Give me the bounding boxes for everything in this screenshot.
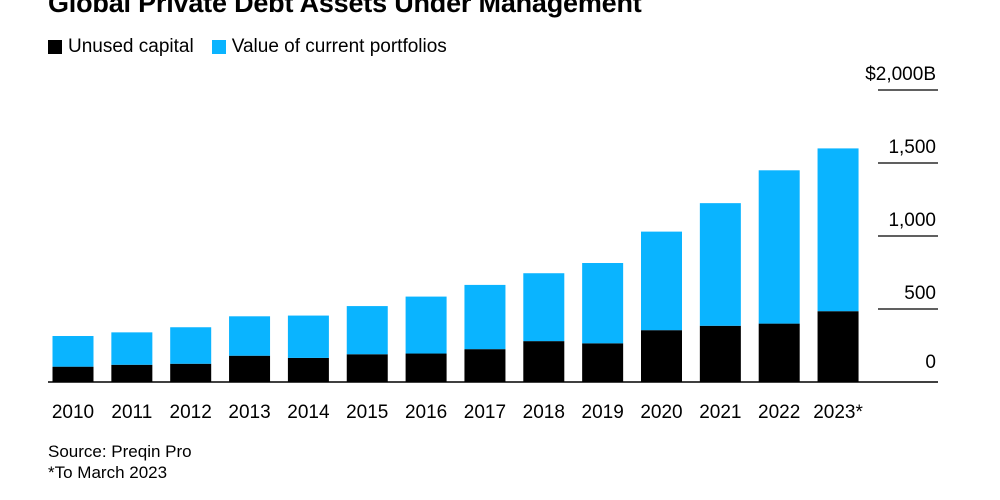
bar-unused-capital xyxy=(641,330,682,382)
bar-current-portfolios xyxy=(582,263,624,344)
x-tick-label: 2019 xyxy=(582,402,624,423)
bar-unused-capital xyxy=(817,311,859,382)
bar-current-portfolios xyxy=(641,231,682,331)
x-tick-label: 2012 xyxy=(170,402,212,423)
x-tick-label: 2016 xyxy=(405,402,447,423)
legend-item-current-portfolios: Value of current portfolios xyxy=(211,36,447,58)
bar-current-portfolios xyxy=(523,273,565,342)
x-tick-label: 2010 xyxy=(52,402,94,423)
bar-unused-capital xyxy=(699,325,741,382)
x-tick-label: 2011 xyxy=(111,402,152,423)
bar-current-portfolios xyxy=(346,306,388,355)
bar-current-portfolios xyxy=(229,316,271,356)
x-tick-label: 2020 xyxy=(640,402,682,423)
bar-unused-capital xyxy=(464,349,506,382)
bar-current-portfolios xyxy=(287,315,329,358)
bar-unused-capital xyxy=(582,343,624,382)
bar-unused-capital xyxy=(405,353,447,382)
chart-legend: Unused capital Value of current portfoli… xyxy=(48,36,465,58)
bar-unused-capital xyxy=(346,354,388,382)
x-tick-label: 2013 xyxy=(228,402,270,423)
x-tick-label: 2022 xyxy=(758,402,800,423)
x-tick-label: 2021 xyxy=(699,402,741,423)
bar-current-portfolios xyxy=(699,203,741,326)
bar-current-portfolios xyxy=(52,336,94,367)
x-tick-label: 2018 xyxy=(523,402,565,423)
stacked-bar-chart: 0 500 1,000 1,500 $2,000B 2010 2011 2012 2013 201… xyxy=(48,64,938,423)
bar-current-portfolios xyxy=(111,332,153,365)
bar-unused-capital xyxy=(523,341,565,382)
chart-title: Global Private Debt Assets Under Managem… xyxy=(48,0,642,18)
y-tick-label: 1,000 xyxy=(888,210,936,231)
bar-current-portfolios xyxy=(464,284,506,350)
bar-unused-capital xyxy=(758,323,800,382)
legend-label-unused-capital: Unused capital xyxy=(68,36,194,57)
x-tick-label: 2014 xyxy=(287,402,330,423)
bar-unused-capital xyxy=(52,366,94,382)
bar-current-portfolios xyxy=(817,148,859,312)
bar-unused-capital xyxy=(229,355,271,382)
y-tick-label: 500 xyxy=(904,283,936,304)
legend-label-current-portfolios: Value of current portfolios xyxy=(231,36,447,57)
legend-item-unused-capital: Unused capital xyxy=(48,36,194,58)
source-note: Source: Preqin Pro xyxy=(48,442,192,461)
bar-unused-capital xyxy=(287,357,329,382)
legend-swatch-unused-capital xyxy=(48,40,62,54)
x-tick-label: 2015 xyxy=(346,402,388,423)
footnote: *To March 2023 xyxy=(48,463,168,482)
y-tick-label: 0 xyxy=(925,352,936,373)
bar-current-portfolios xyxy=(405,296,447,354)
y-tick-label: $2,000B xyxy=(865,64,936,85)
bar-unused-capital xyxy=(111,364,153,382)
bar-current-portfolios xyxy=(758,170,800,324)
bar-current-portfolios xyxy=(170,327,212,364)
x-tick-label: 2023* xyxy=(813,402,863,423)
bar-unused-capital xyxy=(170,363,212,382)
legend-swatch-current-portfolios xyxy=(211,40,226,54)
x-tick-label: 2017 xyxy=(464,402,506,423)
y-tick-label: 1,500 xyxy=(888,137,936,158)
